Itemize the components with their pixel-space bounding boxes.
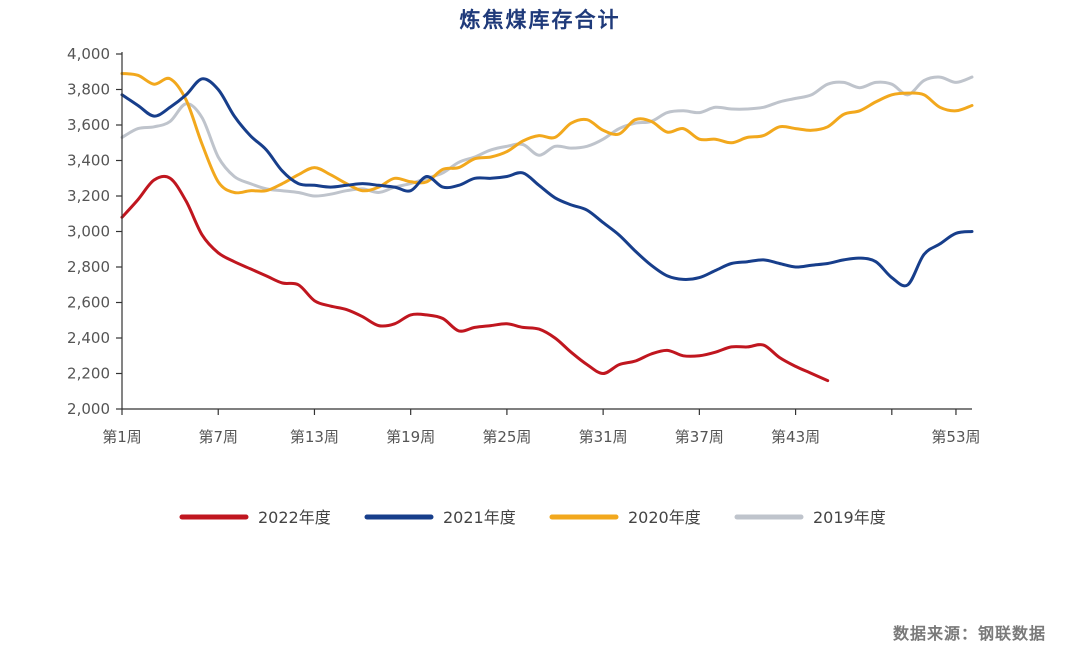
x-tick-label: 第13周 bbox=[290, 428, 339, 446]
x-tick-label: 第25周 bbox=[482, 428, 531, 446]
x-tick-label: 第19周 bbox=[386, 428, 435, 446]
legend: 2022年度 2021年度 2020年度 2019年度 bbox=[179, 508, 886, 527]
x-tick-label: 第31周 bbox=[579, 428, 628, 446]
series-line-2020年度 bbox=[120, 72, 974, 195]
y-tick-label: 2,600 bbox=[67, 294, 110, 312]
x-tick-label: 第1周 bbox=[102, 428, 142, 446]
y-tick-label: 3,400 bbox=[67, 152, 110, 170]
y-tick-label: 3,000 bbox=[67, 223, 110, 241]
y-tick-label: 3,600 bbox=[67, 116, 110, 134]
series-lines bbox=[120, 72, 974, 383]
y-tick-label: 2,000 bbox=[67, 400, 110, 418]
y-tick-label: 4,000 bbox=[67, 45, 110, 63]
y-tick-label: 3,800 bbox=[67, 81, 110, 99]
x-tick-label: 第7周 bbox=[198, 428, 238, 446]
series-line-2021年度 bbox=[120, 77, 974, 288]
legend-label: 2020年度 bbox=[628, 508, 701, 527]
x-tick-label: 第37周 bbox=[675, 428, 724, 446]
axes: 2,000 2,200 2,400 2,600 2,800 3,000 3,200 3,400… bbox=[67, 45, 980, 446]
data-source: 数据来源：钢联数据 bbox=[892, 624, 1046, 643]
legend-label: 2021年度 bbox=[443, 508, 516, 527]
x-tick-label: 第53周 bbox=[931, 428, 980, 446]
chart-title: 炼焦煤库存合计 bbox=[460, 7, 621, 32]
legend-label: 2019年度 bbox=[813, 508, 886, 527]
plot-area: 2,000 2,200 2,400 2,600 2,800 3,000 3,200 3,400… bbox=[67, 45, 980, 446]
y-tick-label: 2,400 bbox=[67, 329, 110, 347]
series-line-2022年度 bbox=[120, 174, 830, 383]
y-tick-label: 3,200 bbox=[67, 187, 110, 205]
y-tick-label: 2,200 bbox=[67, 365, 110, 383]
y-tick-label: 2,800 bbox=[67, 258, 110, 276]
legend-label: 2022年度 bbox=[258, 508, 331, 527]
x-tick-label: 第43周 bbox=[771, 428, 820, 446]
series-line-2019年度 bbox=[120, 75, 974, 198]
